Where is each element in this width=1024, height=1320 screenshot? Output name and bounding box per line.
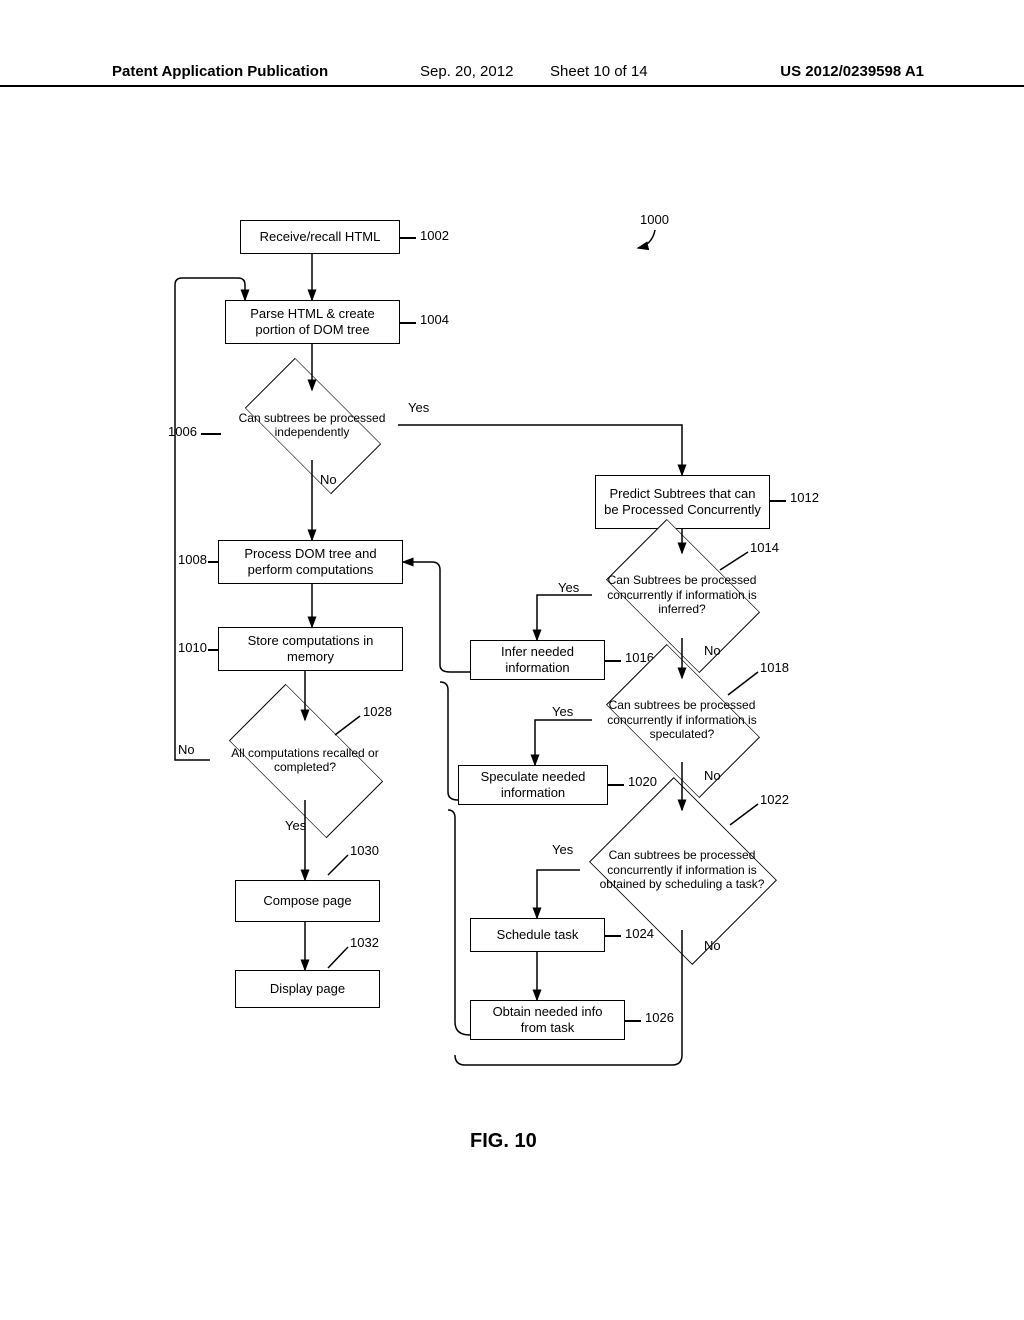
- header-sheet: Sheet 10 of 14: [550, 63, 648, 80]
- header-left: Patent Application Publication: [112, 63, 328, 80]
- header-date: Sep. 20, 2012: [420, 63, 513, 80]
- flowchart: 1000 Receive/recall HTML 1002 Parse HTML…: [0, 200, 1024, 1200]
- header-rule: Patent Application Publication Sep. 20, …: [0, 85, 1024, 87]
- page: Patent Application Publication Sep. 20, …: [0, 0, 1024, 1320]
- figure-caption: FIG. 10: [470, 1130, 537, 1153]
- header-pub: US 2012/0239598 A1: [780, 63, 924, 80]
- edges: [0, 200, 1024, 1200]
